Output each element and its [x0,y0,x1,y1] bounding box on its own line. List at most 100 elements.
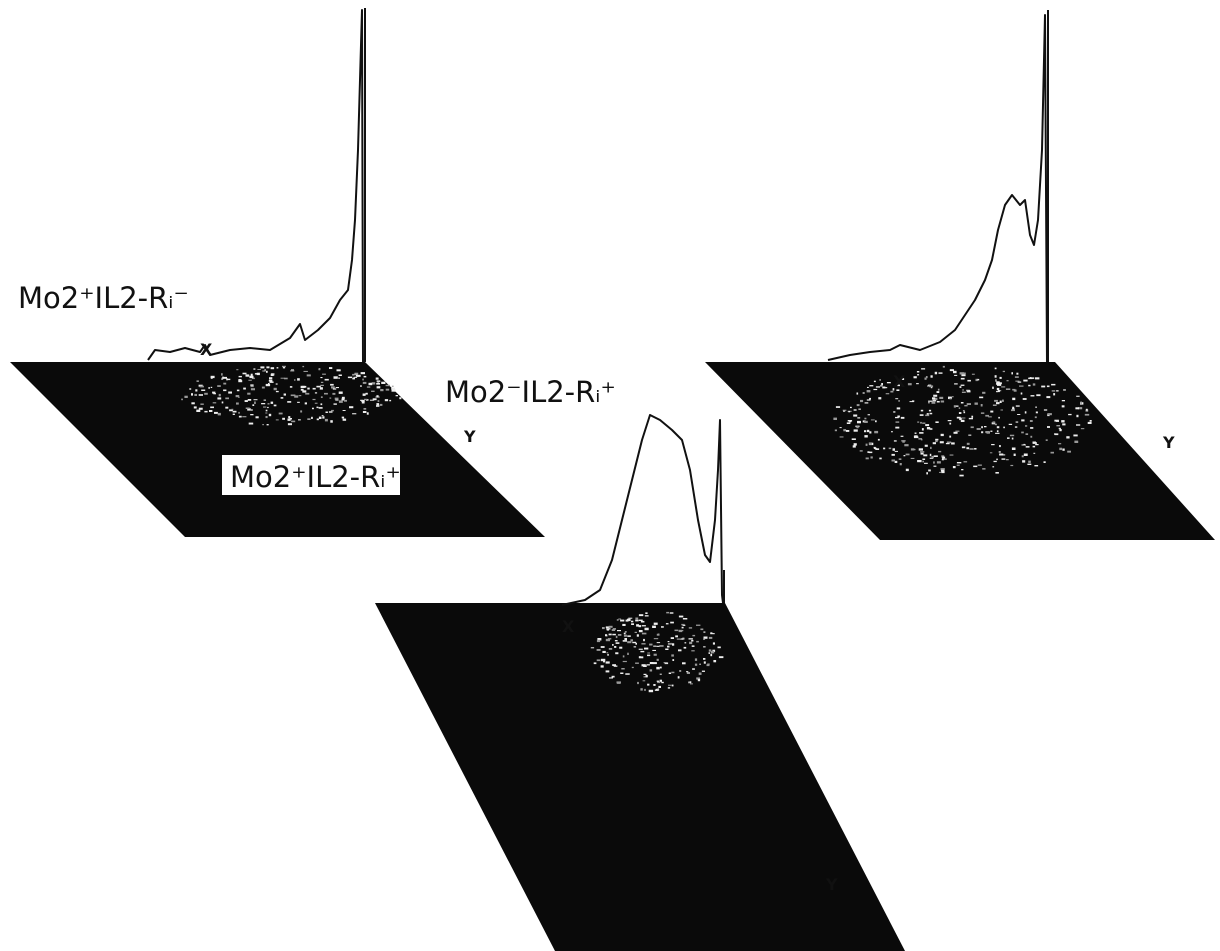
speckle [847,422,851,424]
speckle [840,436,844,437]
speckle [262,370,265,371]
speckle [981,412,984,414]
speckle [252,404,254,406]
speckle [619,647,622,649]
speckle [1090,420,1092,422]
speckle [1030,436,1032,438]
speckle [399,397,401,399]
speckle [348,377,352,379]
speckle [699,664,701,665]
speckle [634,646,637,647]
speckle [901,417,905,419]
speckle [890,391,893,393]
speckle [361,372,365,374]
speckle [316,386,320,388]
speckle [650,669,653,671]
speckle [204,393,208,395]
speckle [338,377,340,379]
speckle [867,390,871,392]
speckle [276,383,278,385]
speckle [242,416,246,417]
speckle [211,377,213,379]
speckle [959,418,962,420]
speckle [917,460,922,462]
speckle [854,429,858,431]
speckle [1059,448,1062,450]
speckle [208,387,210,389]
speckle [264,399,266,401]
speckle [333,388,336,389]
speckle [1030,377,1034,379]
speckle [617,630,621,631]
speckle [949,436,951,438]
speckle [200,404,203,405]
speckle [941,468,945,469]
speckle [951,442,955,444]
speckle [866,444,868,446]
speckle [920,422,922,424]
speckle [644,689,646,691]
speckle [612,634,616,636]
speckle [875,448,879,450]
speckle [677,639,681,640]
speckle [221,373,223,375]
speckle [990,431,992,432]
speckle [304,371,308,372]
speckle [860,450,863,451]
speckle [1001,386,1005,387]
speckle [695,664,697,666]
speckle [671,654,674,656]
speckle [624,635,627,637]
speckle [297,402,300,403]
speckle [1025,411,1027,413]
speckle [935,372,937,375]
speckle [620,673,623,675]
speckle [1016,373,1018,375]
speckle [256,416,259,418]
speckle [957,462,961,463]
speckle [325,379,329,381]
speckle [687,672,690,674]
speckle [271,402,274,404]
speckle [914,376,917,378]
population-label: Mo2⁺IL2-Rᵢ⁻ [18,281,189,315]
speckle [993,405,997,407]
speckle [196,410,200,412]
speckle [352,413,356,414]
speckle [918,438,922,440]
speckle [1010,435,1014,437]
speckle [1025,425,1027,427]
speckle [343,419,347,421]
speckle [251,388,255,390]
speckle [850,407,852,408]
speckle [349,406,353,408]
speckle [1030,420,1033,421]
speckle [879,379,881,380]
speckle [200,386,204,388]
speckle [964,461,968,462]
speckle [1019,386,1024,387]
speckle [982,392,985,394]
speckle [895,417,899,418]
speckle [389,400,391,401]
speckle [639,620,643,621]
speckle [644,648,648,650]
speckle [937,461,941,463]
speckle [632,642,636,643]
speckle [894,440,897,441]
speckle [1015,381,1019,382]
speckle [194,394,197,396]
speckle [339,400,343,403]
speckle [853,415,857,417]
speckle [1056,390,1059,391]
speckle [1047,386,1050,388]
speckle [637,682,639,684]
speckle [939,372,943,373]
speckle [1053,393,1055,395]
panel: Mo2⁺IL2-Rᵢ⁻ Mo2⁺IL2-Rᵢ⁺ X Y [10,8,545,537]
speckle [959,412,962,414]
speckle [959,407,961,409]
speckle [1035,407,1037,408]
speckle [713,660,716,662]
speckle [919,448,923,450]
